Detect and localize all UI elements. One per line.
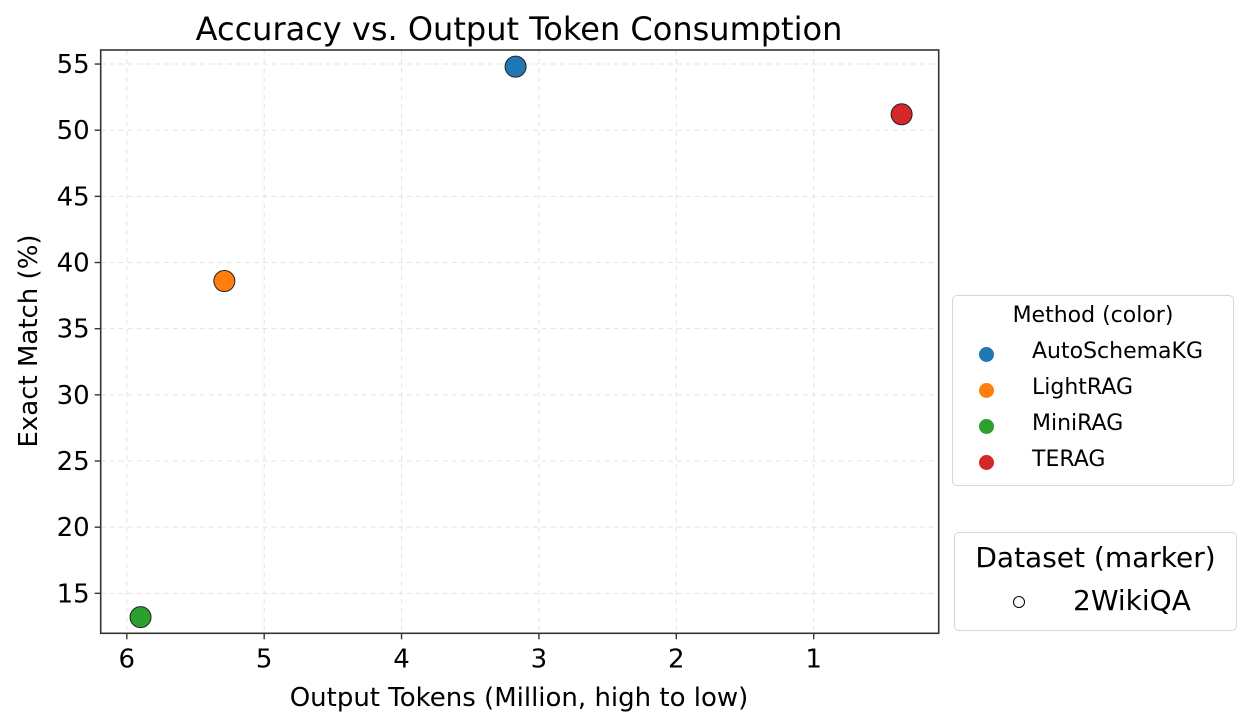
chart-title: Accuracy vs. Output Token Consumption	[196, 10, 843, 48]
y-axis-label: Exact Match (%)	[14, 234, 44, 447]
y-tick-label: 20	[57, 513, 90, 543]
x-tick-label: 1	[805, 644, 822, 674]
x-tick-label: 4	[393, 644, 410, 674]
axis-ticks: 6 5 4 3 2 1 15 20 25 30 35 40 45 50 55	[57, 50, 822, 674]
y-tick-label: 35	[57, 315, 90, 345]
data-point-lightrag	[213, 270, 236, 293]
legend-method: Method (color) AutoSchemaKG LightRAG Min…	[952, 295, 1234, 486]
data-points	[129, 55, 913, 629]
data-point-minirag	[129, 606, 152, 629]
x-axis-label: Output Tokens (Million, high to low)	[290, 683, 749, 713]
x-tick-label: 5	[256, 644, 273, 674]
x-tick-label: 6	[119, 644, 136, 674]
legend-label: LightRAG	[1032, 375, 1134, 400]
y-tick-label: 55	[57, 50, 90, 80]
y-tick-label: 25	[57, 447, 90, 477]
open-circle-marker-icon	[1013, 596, 1025, 608]
legend-marker-icon	[979, 347, 994, 362]
x-tick-label: 2	[668, 644, 685, 674]
legend-method-title: Method (color)	[1012, 303, 1174, 328]
legend-item-2wikiqa: 2WikiQA	[955, 584, 1236, 621]
y-tick-label: 40	[57, 249, 90, 279]
data-point-terag	[890, 103, 913, 126]
y-tick-label: 45	[57, 182, 90, 212]
x-tick-label: 3	[531, 644, 548, 674]
y-tick-label: 15	[57, 579, 90, 609]
legend-dataset: Dataset (marker) 2WikiQA	[954, 532, 1237, 631]
y-tick-label: 50	[57, 116, 90, 146]
y-tick-label: 30	[57, 381, 90, 411]
legend-marker-icon	[979, 383, 994, 398]
legend-marker-icon	[979, 455, 994, 470]
gridlines	[100, 50, 939, 634]
legend-label: MiniRAG	[1032, 411, 1124, 436]
legend-label: TERAG	[1032, 447, 1106, 472]
plot-area	[99, 49, 940, 635]
legend-dataset-title: Dataset (marker)	[975, 541, 1216, 574]
legend-label: AutoSchemaKG	[1032, 339, 1204, 364]
legend-marker-icon	[979, 419, 994, 434]
data-point-autoschemakg	[504, 55, 527, 78]
legend-label: 2WikiQA	[1073, 584, 1191, 617]
